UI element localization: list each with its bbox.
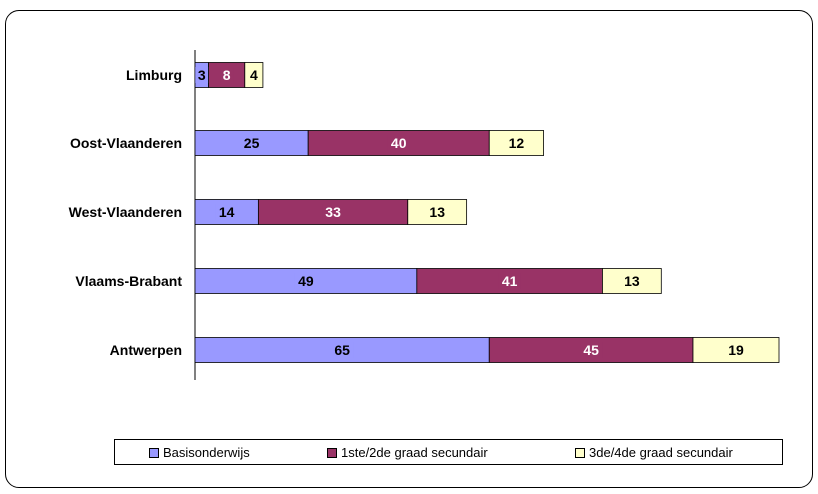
data-label-bg-vlaams-brabant-1ste-2de-graad-secundair [498, 273, 521, 289]
legend: Basisonderwijs 1ste/2de graad secundair … [114, 439, 783, 465]
data-label-west-vlaanderen-basisonderwijs: 14 [219, 204, 235, 220]
data-label-bg-oost-vlaanderen-1ste-2de-graad-secundair [387, 135, 410, 151]
bar-oost-vlaanderen-3de-4de-graad-secundair [488, 130, 544, 156]
data-label-oost-vlaanderen-basisonderwijs: 25 [244, 135, 260, 151]
legend-item-3de-4de-graad: 3de/4de graad secundair [575, 445, 733, 460]
data-label-bg-antwerpen-basisonderwijs [331, 342, 354, 358]
legend-item-basisonderwijs: Basisonderwijs [149, 445, 250, 460]
data-label-bg-oost-vlaanderen-3de-4de-graad-secundair [505, 135, 528, 151]
data-label-bg-west-vlaanderen-3de-4de-graad-secundair [426, 204, 449, 220]
data-label-antwerpen-3de-4de-graad-secundair: 19 [728, 342, 744, 358]
data-label-bg-limburg-basisonderwijs [195, 67, 209, 83]
data-label-west-vlaanderen-1ste-2de-graad-secundair: 33 [325, 204, 341, 220]
data-label-bg-west-vlaanderen-basisonderwijs [215, 204, 238, 220]
category-labels: Limburg Oost-Vlaanderen West-Vlaanderen Vla… [69, 67, 183, 358]
data-label-bg-limburg-3de-4de-graad-secundair [247, 67, 261, 83]
data-label-vlaams-brabant-1ste-2de-graad-secundair: 41 [502, 273, 518, 289]
chart-frame [5, 10, 813, 488]
category-label-west-vlaanderen: West-Vlaanderen [69, 204, 182, 220]
category-label-vlaams-brabant: Vlaams-Brabant [75, 273, 182, 289]
data-label-west-vlaanderen-3de-4de-graad-secundair: 13 [429, 204, 445, 220]
legend-label-basisonderwijs: Basisonderwijs [163, 445, 250, 460]
category-label-antwerpen: Antwerpen [110, 342, 182, 358]
data-label-bg-west-vlaanderen-1ste-2de-graad-secundair [322, 204, 345, 220]
category-label-limburg: Limburg [126, 67, 182, 83]
category-label-oost-vlaanderen: Oost-Vlaanderen [70, 135, 182, 151]
legend-label-1ste-2de-graad: 1ste/2de graad secundair [341, 445, 488, 460]
legend-item-1ste-2de-graad: 1ste/2de graad secundair [327, 445, 488, 460]
legend-swatch-3de-4de-graad [575, 447, 585, 458]
data-label-bg-antwerpen-1ste-2de-graad-secundair [580, 342, 603, 358]
data-label-oost-vlaanderen-1ste-2de-graad-secundair: 40 [391, 135, 407, 151]
data-label-bg-oost-vlaanderen-basisonderwijs [240, 135, 263, 151]
data-label-antwerpen-1ste-2de-graad-secundair: 45 [583, 342, 599, 358]
bars-group: 3 8 4 25 40 12 14 33 13 49 41 13 65 45 19 [194, 62, 780, 363]
data-label-limburg-3de-4de-graad-secundair: 4 [250, 67, 258, 83]
bar-oost-vlaanderen-basisonderwijs [194, 130, 309, 156]
data-label-vlaams-brabant-basisonderwijs: 49 [298, 273, 314, 289]
data-label-limburg-basisonderwijs: 3 [198, 67, 206, 83]
legend-swatch-1ste-2de-graad [327, 447, 337, 458]
legend-swatch-basisonderwijs [149, 447, 159, 458]
legend-label-3de-4de-graad: 3de/4de graad secundair [589, 445, 733, 460]
data-label-limburg-1ste-2de-graad-secundair: 8 [223, 67, 231, 83]
data-label-antwerpen-basisonderwijs: 65 [334, 342, 350, 358]
data-label-bg-vlaams-brabant-3de-4de-graad-secundair [620, 273, 643, 289]
data-label-bg-vlaams-brabant-basisonderwijs [294, 273, 317, 289]
data-label-bg-antwerpen-3de-4de-graad-secundair [724, 342, 747, 358]
data-label-bg-limburg-1ste-2de-graad-secundair [220, 67, 234, 83]
data-label-oost-vlaanderen-3de-4de-graad-secundair: 12 [509, 135, 525, 151]
data-label-vlaams-brabant-3de-4de-graad-secundair: 13 [624, 273, 640, 289]
